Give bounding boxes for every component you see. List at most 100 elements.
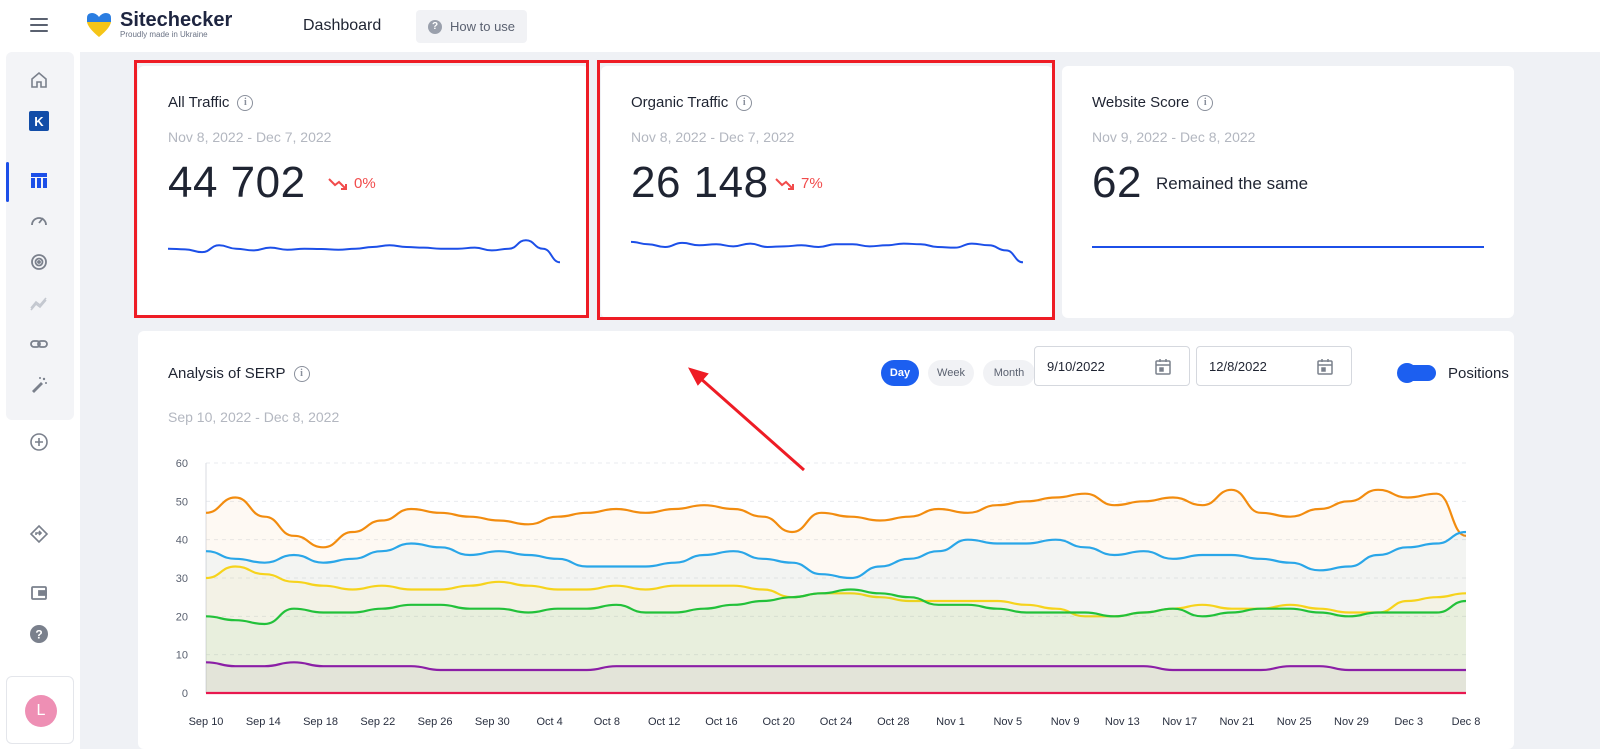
x-tick-label: Sep 10 <box>189 716 224 728</box>
link-icon[interactable] <box>26 331 52 357</box>
positions-toggle[interactable] <box>1397 363 1436 383</box>
y-tick-label: 40 <box>176 535 188 547</box>
y-tick-label: 0 <box>182 688 188 700</box>
highlight-box-organic-traffic <box>597 60 1055 320</box>
x-tick-label: Oct 24 <box>820 716 852 728</box>
diamond-arrow-icon[interactable] <box>26 521 52 547</box>
organic-traffic-spark-line <box>631 240 1023 264</box>
wallet-icon[interactable] <box>26 580 52 606</box>
date-from-value: 9/10/2022 <box>1047 358 1105 374</box>
trend-icon[interactable] <box>26 290 52 316</box>
series-line <box>205 530 1467 580</box>
x-tick-label: Sep 30 <box>475 716 510 728</box>
x-tick-label: Oct 28 <box>877 716 909 728</box>
series-area <box>206 532 1466 693</box>
series-area <box>206 566 1466 693</box>
serp-analysis-card: Analysis of SERP i Sep 10, 2022 - Dec 8,… <box>138 331 1514 749</box>
organic-traffic-title: Organic Traffic i <box>631 94 753 111</box>
highlight-box-all-traffic <box>134 60 589 318</box>
brand-name: Sitechecker <box>120 9 233 31</box>
all-traffic-delta: 0% <box>328 175 376 192</box>
series-line <box>205 488 1467 549</box>
organic-traffic-title-text: Organic Traffic <box>631 94 729 111</box>
project-badge: K <box>29 111 49 131</box>
brand-tagline: Proudly made in Ukraine <box>120 30 208 39</box>
toggle-knob <box>1397 363 1417 383</box>
organic-traffic-card: Organic Traffic i Nov 8, 2022 - Dec 7, 2… <box>601 66 1053 318</box>
organic-traffic-delta-text: 7% <box>801 175 823 192</box>
info-icon[interactable]: i <box>293 365 310 382</box>
date-to-input[interactable]: 12/8/2022 <box>1196 346 1352 386</box>
website-score-title: Website Score i <box>1092 94 1214 111</box>
website-score-date: Nov 9, 2022 - Dec 8, 2022 <box>1092 129 1256 145</box>
heart-logo-icon <box>87 12 111 37</box>
avatar[interactable]: L <box>25 695 57 727</box>
x-tick-label: Nov 9 <box>1051 716 1080 728</box>
home-icon[interactable] <box>26 67 52 93</box>
target-icon[interactable] <box>26 249 52 275</box>
granularity-day-button[interactable]: Day <box>881 360 919 386</box>
x-tick-label: Oct 20 <box>763 716 795 728</box>
calendar-icon[interactable] <box>1317 358 1333 375</box>
nav-dashboard[interactable]: Dashboard <box>303 17 382 34</box>
x-tick-label: Sep 18 <box>303 716 338 728</box>
website-score-sparkline <box>1092 246 1484 248</box>
date-to-value: 12/8/2022 <box>1209 358 1267 374</box>
x-tick-label: Sep 14 <box>246 716 281 728</box>
trend-down-icon <box>775 177 794 190</box>
y-tick-label: 60 <box>176 458 188 470</box>
x-tick-label: Nov 17 <box>1162 716 1197 728</box>
speedometer-icon[interactable] <box>26 208 52 234</box>
info-icon[interactable]: i <box>1197 94 1214 111</box>
x-tick-label: Nov 5 <box>993 716 1022 728</box>
sidebar: K ? L <box>0 52 80 749</box>
organic-traffic-sparkline <box>631 240 1023 264</box>
x-tick-label: Sep 22 <box>360 716 395 728</box>
all-traffic-title-text: All Traffic <box>168 94 230 111</box>
info-icon[interactable]: i <box>237 94 254 111</box>
magic-wand-icon[interactable] <box>26 372 52 398</box>
x-tick-label: Oct 16 <box>705 716 737 728</box>
info-icon[interactable]: i <box>736 94 753 111</box>
y-tick-label: 50 <box>176 496 188 508</box>
trend-down-icon <box>328 177 347 190</box>
website-score-status: Remained the same <box>1156 174 1309 193</box>
y-tick-label: 10 <box>176 650 188 662</box>
y-tick-label: 20 <box>176 611 188 623</box>
granularity-week-button[interactable]: Week <box>928 360 974 386</box>
x-tick-label: Dec 8 <box>1452 716 1481 728</box>
all-traffic-title: All Traffic i <box>168 94 254 111</box>
organic-traffic-delta: 7% <box>775 175 823 192</box>
website-score-card: Website Score i Nov 9, 2022 - Dec 8, 202… <box>1062 66 1514 318</box>
x-tick-label: Nov 1 <box>936 716 965 728</box>
add-icon[interactable] <box>26 429 52 455</box>
calendar-icon[interactable] <box>1155 358 1171 375</box>
user-menu[interactable]: L <box>6 676 74 744</box>
question-icon: ? <box>428 19 442 34</box>
menu-icon[interactable] <box>30 18 48 32</box>
x-tick-label: Nov 21 <box>1219 716 1254 728</box>
all-traffic-value: 44 702 <box>168 158 306 207</box>
x-tick-label: Nov 25 <box>1277 716 1312 728</box>
help-icon[interactable]: ? <box>26 621 52 647</box>
x-tick-label: Oct 8 <box>594 716 620 728</box>
organic-traffic-date: Nov 8, 2022 - Dec 7, 2022 <box>631 129 795 145</box>
granularity-month-button[interactable]: Month <box>983 360 1035 386</box>
website-score-value: 62 <box>1092 158 1142 207</box>
logo[interactable]: Sitechecker Proudly made in Ukraine <box>84 10 232 39</box>
date-from-input[interactable]: 9/10/2022 <box>1034 346 1190 386</box>
project-k-icon[interactable]: K <box>26 108 52 134</box>
website-score-title-text: Website Score <box>1092 94 1190 111</box>
top-bar: Sitechecker Proudly made in Ukraine Dash… <box>0 0 1600 52</box>
how-to-use-label: How to use <box>450 19 516 34</box>
active-indicator <box>6 162 9 202</box>
all-traffic-date: Nov 8, 2022 - Dec 7, 2022 <box>168 129 332 145</box>
all-traffic-spark-line <box>168 239 560 264</box>
serp-chart: 0 10 20 30 40 50 60 Sep 10 Sep 14 Sep 18 Sep 22 Sep… <box>176 458 1481 728</box>
all-traffic-sparkline <box>168 239 560 264</box>
dashboard-icon[interactable] <box>26 167 52 193</box>
organic-traffic-value: 26 148 <box>631 158 769 207</box>
how-to-use-button[interactable]: ? How to use <box>416 10 528 43</box>
positions-label: Positions <box>1448 365 1509 382</box>
x-tick-label: Sep 26 <box>418 716 453 728</box>
